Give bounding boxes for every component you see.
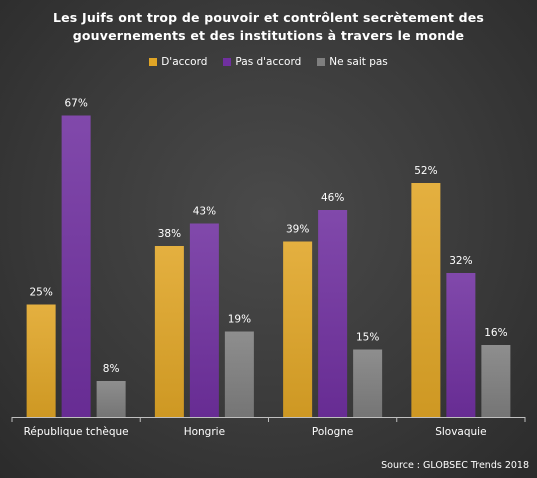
- x-tick-label-republique-tcheque: République tchèque: [24, 426, 129, 438]
- bar-d-accord-republique-tcheque: [26, 304, 56, 417]
- x-tick-label-pologne: Pologne: [312, 426, 354, 438]
- bar-d-accord-slovaquie: [411, 183, 441, 417]
- x-axis: République tchèque Hongrie Pologne Slovaqui…: [11, 417, 526, 438]
- chart-title: Les Juifs ont trop de pouvoir et contrôl…: [0, 9, 537, 45]
- bar-d-accord-hongrie: [154, 246, 184, 417]
- chart-title-line-1: Les Juifs ont trop de pouvoir et contrôl…: [52, 10, 485, 25]
- legend-item-ne-sait-pas: Ne sait pas: [317, 56, 388, 68]
- value-label-pas-d-accord-republique-tcheque: 67%: [64, 98, 87, 110]
- value-label-ne-sait-pas-hongrie: 19%: [228, 314, 251, 326]
- value-label-pas-d-accord-pologne: 46%: [321, 192, 344, 204]
- bar-d-accord-pologne: [283, 241, 313, 417]
- value-label-d-accord-pologne: 39%: [286, 224, 309, 236]
- legend-label-daccord: D'accord: [161, 56, 208, 68]
- value-labels-group: 25% 67% 8% 38% 43% 19% 39% 46% 15% 52% 32% 16%: [29, 98, 507, 376]
- chart-legend: D'accord Pas d'accord Ne sait pas: [0, 56, 537, 68]
- legend-swatch-pas-daccord: [223, 58, 232, 66]
- bar-pas-d-accord-slovaquie: [446, 273, 476, 417]
- value-label-pas-d-accord-slovaquie: 32%: [449, 255, 472, 267]
- value-label-ne-sait-pas-slovaquie: 16%: [484, 327, 507, 339]
- legend-swatch-daccord: [149, 58, 158, 66]
- x-tick-label-hongrie: Hongrie: [184, 426, 225, 438]
- bar-pas-d-accord-republique-tcheque: [61, 115, 91, 417]
- value-label-ne-sait-pas-republique-tcheque: 8%: [103, 363, 120, 375]
- legend-item-pas-daccord: Pas d'accord: [223, 56, 301, 68]
- legend-label-pas-daccord: Pas d'accord: [235, 56, 302, 68]
- value-label-d-accord-republique-tcheque: 25%: [29, 287, 52, 299]
- value-label-d-accord-hongrie: 38%: [158, 228, 181, 240]
- bar-ne-sait-pas-republique-tcheque: [96, 381, 126, 417]
- value-label-ne-sait-pas-pologne: 15%: [356, 332, 379, 344]
- value-label-d-accord-slovaquie: 52%: [414, 165, 437, 177]
- chart-title-line-2: gouvernements et des institutions à trav…: [72, 28, 465, 43]
- bar-pas-d-accord-pologne: [318, 210, 348, 417]
- bar-ne-sait-pas-hongrie: [224, 331, 254, 417]
- bar-ne-sait-pas-pologne: [353, 349, 383, 417]
- value-label-pas-d-accord-hongrie: 43%: [193, 206, 216, 218]
- legend-label-ne-sait-pas: Ne sait pas: [329, 56, 388, 68]
- bar-pas-d-accord-hongrie: [189, 223, 219, 417]
- bar-ne-sait-pas-slovaquie: [481, 345, 511, 417]
- legend-item-daccord: D'accord: [149, 56, 207, 68]
- legend-swatch-ne-sait-pas: [317, 58, 326, 66]
- bars-group: [26, 115, 511, 417]
- source-note: Source : GLOBSEC Trends 2018: [381, 460, 529, 471]
- x-tick-label-slovaquie: Slovaquie: [435, 426, 486, 438]
